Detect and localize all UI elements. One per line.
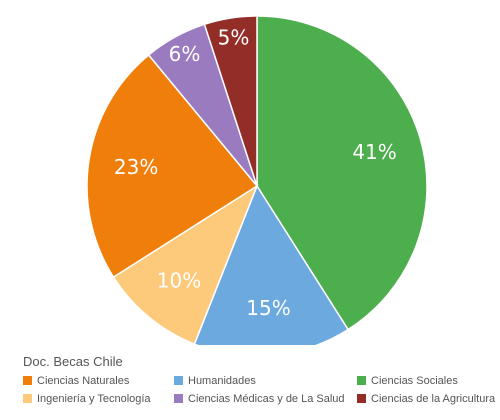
- legend-title: Doc. Becas Chile: [23, 354, 123, 369]
- pie-slice-humanidades: [193, 184, 350, 345]
- legend-item-ciencias-naturales: Ciencias Naturales: [23, 375, 129, 387]
- slice-label-ciencias-sociales: 41%: [352, 140, 396, 164]
- legend-swatch: [174, 394, 183, 403]
- pie-slice-ciencias-de-la-agricultura: [203, 15, 258, 187]
- pie-chart: 41% 15% 10% 23% 6% 5%: [86, 15, 428, 345]
- legend-label: Ciencias Sociales: [371, 375, 458, 387]
- slice-label-ciencias-naturales: 23%: [114, 155, 158, 179]
- pie-slice-ciencias-sociales: [256, 15, 428, 331]
- legend-item-ciencias-sociales: Ciencias Sociales: [357, 375, 458, 387]
- legend-swatch: [357, 376, 366, 385]
- legend-label: Ciencias de la Agricultura: [371, 393, 496, 405]
- legend-swatch: [174, 376, 183, 385]
- legend-label: Ciencias Naturales: [37, 375, 130, 387]
- legend-swatch: [23, 376, 32, 385]
- legend-swatch: [23, 394, 32, 403]
- legend-label: Humanidades: [188, 375, 256, 387]
- pie-slice-ingenieria-y-tecnologia: [112, 184, 259, 345]
- legend-label: Ciencias Médicas y de La Salud: [188, 393, 345, 405]
- pie-slices: [86, 15, 428, 345]
- legend-swatch: [357, 394, 366, 403]
- legend-item-ingenieria-y-tecnologia: Ingeniería y Tecnología: [23, 393, 151, 405]
- legend-item-ciencias-de-la-agricultura: Ciencias de la Agricultura: [357, 393, 495, 405]
- slice-label-ciencias-medicas-y-de-la-salud: 6%: [169, 42, 201, 66]
- slice-label-ingenieria-y-tecnologia: 10%: [157, 268, 201, 292]
- legend-item-ciencias-medicas-y-de-la-salud: Ciencias Médicas y de La Salud: [174, 393, 345, 405]
- pie-labels: 41% 15% 10% 23% 6% 5%: [114, 25, 397, 319]
- legend-label: Ingeniería y Tecnología: [37, 393, 151, 405]
- pie-slice-ciencias-naturales: [86, 53, 259, 279]
- legend-item-humanidades: Humanidades: [174, 375, 256, 387]
- slice-label-ciencias-de-la-agricultura: 5%: [218, 25, 250, 49]
- slice-label-humanidades: 15%: [246, 296, 290, 320]
